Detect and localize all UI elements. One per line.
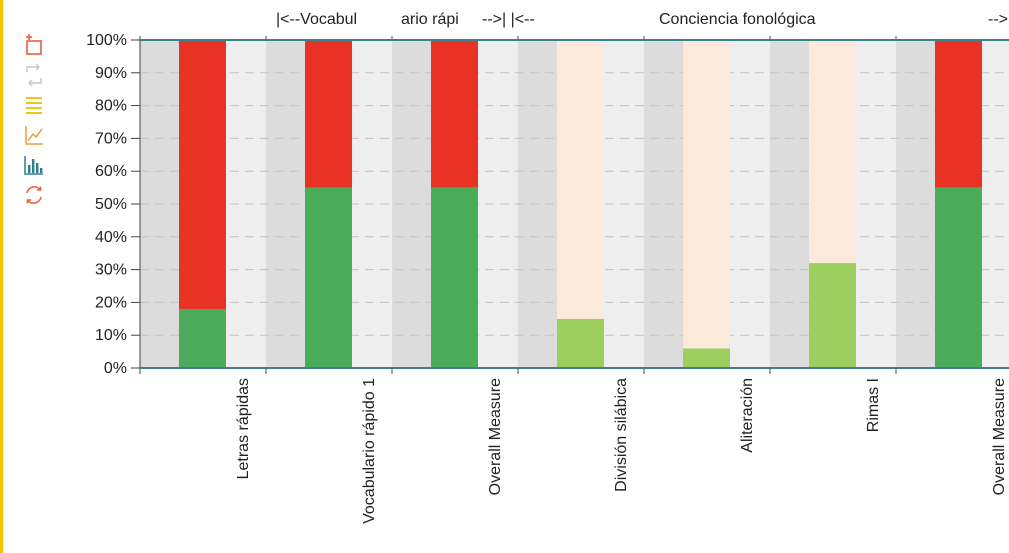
y-tick-label: 0% xyxy=(104,360,127,377)
group-labels: |<--Vocabul ario rápi -->| |<-- Concienc… xyxy=(276,11,1008,28)
x-tick-label: Overall Measure xyxy=(487,378,504,495)
group-label: ario rápi xyxy=(401,11,459,28)
y-tick-label: 10% xyxy=(95,327,127,344)
y-tick-labels: 0% 10% 20% 30% 40% 50% 60% 70% 80% 90% 100% xyxy=(86,32,127,377)
x-tick-label: Aliteración xyxy=(739,378,756,453)
y-tick-label: 60% xyxy=(95,163,127,180)
y-tick-label: 100% xyxy=(86,32,127,49)
swap-icon[interactable] xyxy=(18,60,50,90)
x-tick-label: Vocabulario rápido 1 xyxy=(361,378,378,524)
y-tick-label: 90% xyxy=(95,65,127,82)
chart-toolbar xyxy=(18,30,50,210)
x-tick-label: Overall Measure xyxy=(991,378,1008,495)
bar-segment xyxy=(557,40,604,319)
x-tick-label: Rimas I xyxy=(865,378,882,432)
bar-segment xyxy=(179,40,226,309)
bar-segment xyxy=(431,187,478,368)
bar-segment xyxy=(305,187,352,368)
x-tick-label: División silábica xyxy=(613,378,630,492)
bar-segment xyxy=(305,40,352,188)
band xyxy=(478,40,518,368)
bar-segment xyxy=(935,187,982,368)
band xyxy=(896,40,935,368)
group-label: -->| |<-- xyxy=(482,11,535,28)
bar-segment xyxy=(683,40,730,349)
crop-icon[interactable] xyxy=(18,30,50,60)
x-tick-label: Letras rápidas xyxy=(235,378,252,479)
bar-segment xyxy=(935,40,982,188)
y-tick-label: 70% xyxy=(95,130,127,147)
bar-segment xyxy=(431,40,478,188)
stack-lines-icon[interactable] xyxy=(18,90,50,120)
y-tick-label: 40% xyxy=(95,229,127,246)
y-tick-label: 30% xyxy=(95,262,127,279)
y-tick-label: 80% xyxy=(95,98,127,115)
bars xyxy=(179,40,982,368)
bar-segment xyxy=(557,318,604,368)
line-chart-icon[interactable] xyxy=(18,120,50,150)
bar-segment xyxy=(809,263,856,368)
left-accent-bar xyxy=(0,0,3,553)
bar-chart-icon[interactable] xyxy=(18,150,50,180)
x-tick-labels: Letras rápidas Vocabulario rápido 1 Overal… xyxy=(235,378,1008,524)
refresh-icon[interactable] xyxy=(18,180,50,210)
group-label: Conciencia fonológica xyxy=(659,11,816,28)
bar-segment xyxy=(179,308,226,368)
band xyxy=(644,40,683,368)
y-tick-label: 50% xyxy=(95,196,127,213)
bar-segment xyxy=(809,40,856,264)
bar-segment xyxy=(683,348,730,368)
y-tick-label: 20% xyxy=(95,294,127,311)
group-label: |<--Vocabul xyxy=(276,11,357,28)
gridlines xyxy=(140,72,1009,336)
axes xyxy=(131,36,1009,374)
band xyxy=(266,40,305,368)
group-label: --> xyxy=(988,11,1008,28)
